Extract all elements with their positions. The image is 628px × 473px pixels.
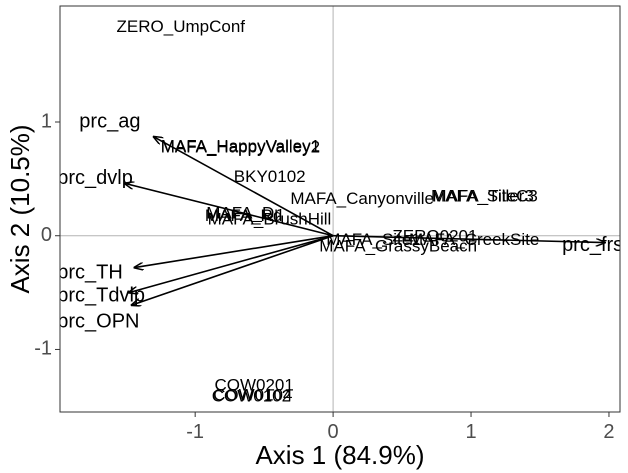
site-label: ZERO0201: [392, 226, 477, 245]
y-tick-label: -1: [34, 338, 52, 360]
site-label: MAFA_Dr: [206, 204, 280, 223]
variable-label: prc_frst: [562, 234, 628, 256]
site-label: MAFA_SiteC3: [431, 187, 538, 206]
site-label: COW0104: [213, 386, 292, 405]
x-tick-label: 0: [328, 421, 339, 443]
variable-arrow: [129, 234, 334, 293]
site-label: MAFA_Canyonville: [290, 189, 434, 208]
panel-border: [59, 5, 621, 413]
variable-arrow: [134, 234, 334, 268]
variable-label: prc_TH: [57, 262, 123, 284]
site-label: ZERO_UmpConf: [117, 17, 246, 36]
variable-arrow: [154, 137, 334, 237]
site-label: MAFA_CreekSite: [409, 230, 539, 249]
x-tick-label: -1: [186, 421, 204, 443]
site-label: MAFA_BrushHill: [208, 209, 332, 228]
site-label: BKY0102: [234, 167, 306, 186]
variable-arrow: [132, 234, 334, 305]
site-label: COW0201: [214, 375, 293, 394]
site-label: MAFA_GrassyBeach: [319, 237, 477, 256]
x-tick-label: 1: [465, 421, 476, 443]
plot-panel: ZERO_UmpConf MAFA_HappyValley2MAFA_HappyV…: [57, 5, 628, 413]
y-axis-title: Axis 2 (10.5%): [5, 124, 35, 293]
variable-label: prc_ag: [79, 110, 140, 132]
variable-label: prc_dvlp: [57, 167, 133, 189]
x-tick-label: 2: [603, 421, 614, 443]
variable-label: prc_OPN: [57, 310, 139, 332]
variable-arrow: [125, 183, 334, 237]
variable-arrow: [333, 234, 605, 243]
axes: -1 0 1 2 -1 0 1: [34, 110, 614, 443]
variable-label: prc_Tdvlp: [57, 284, 145, 306]
x-axis-title: Axis 1 (84.9%): [255, 440, 424, 470]
y-tick-label: 1: [41, 110, 52, 132]
site-label: MAFA_HappyValley2: [161, 138, 320, 157]
y-tick-label: 0: [41, 224, 52, 246]
site-label: MAFA_Rd: [205, 206, 282, 225]
panel-content: ZERO_UmpConf MAFA_HappyValley2MAFA_HappyV…: [57, 6, 628, 412]
site-label: MAFA_Site1: [326, 230, 421, 249]
site-label: MAFA_HappyValley1: [161, 137, 320, 156]
site-label: MAFA_Tiller3: [432, 187, 533, 206]
site-label: COW0102: [212, 387, 291, 406]
